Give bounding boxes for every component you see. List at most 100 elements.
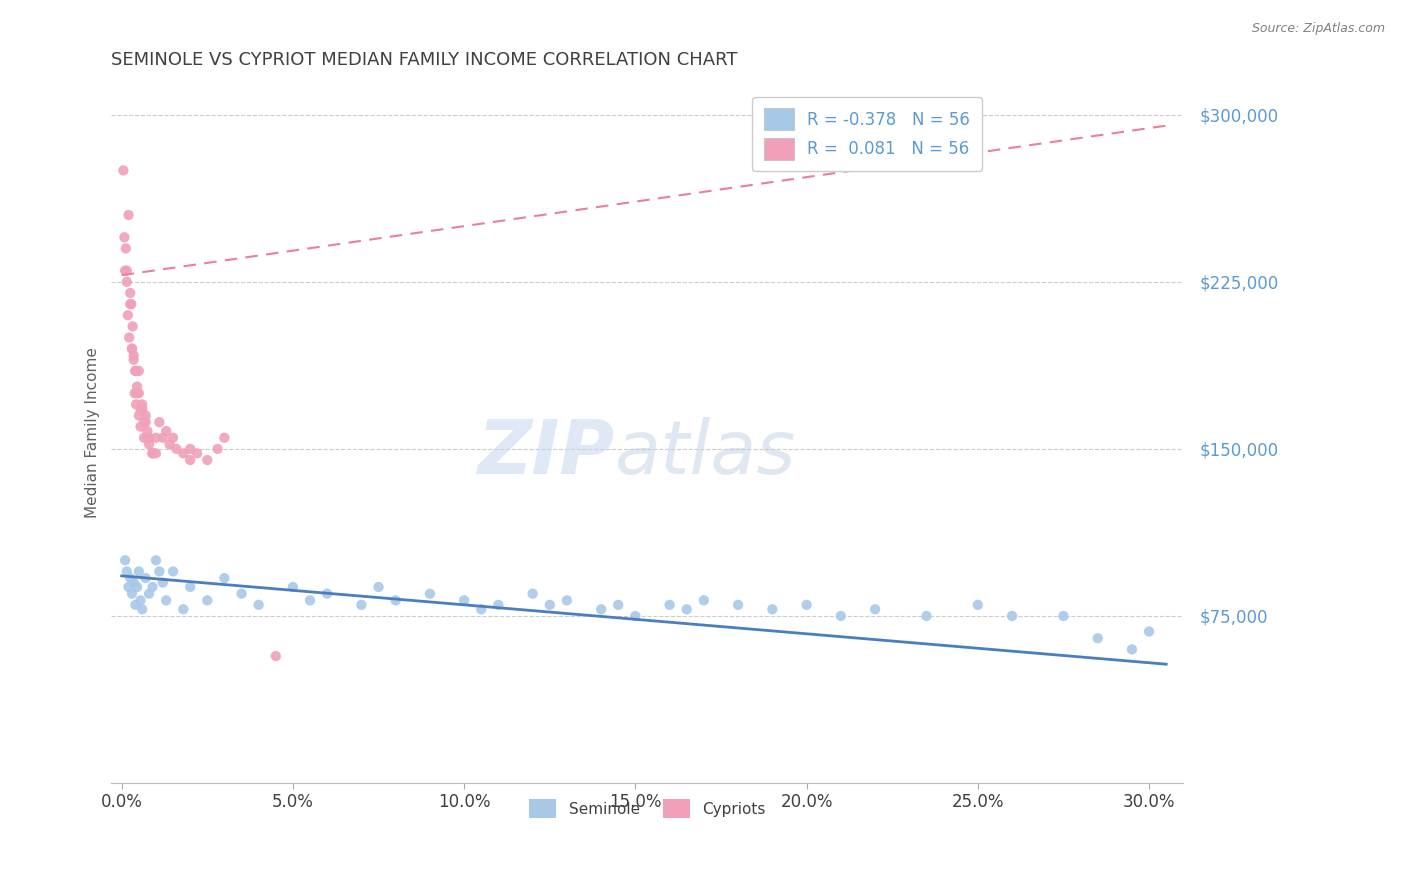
- Point: [124, 598, 146, 612]
- Point: [132, 431, 155, 445]
- Point: [131, 602, 153, 616]
- Point: [186, 446, 208, 460]
- Point: [264, 649, 287, 664]
- Point: [117, 308, 139, 322]
- Point: [453, 593, 475, 607]
- Point: [179, 453, 201, 467]
- Point: [675, 602, 697, 616]
- Point: [155, 424, 177, 438]
- Point: [138, 437, 160, 451]
- Point: [125, 397, 148, 411]
- Point: [172, 602, 194, 616]
- Point: [122, 348, 145, 362]
- Point: [114, 553, 136, 567]
- Point: [128, 386, 150, 401]
- Point: [1052, 609, 1074, 624]
- Point: [117, 580, 139, 594]
- Text: atlas: atlas: [616, 417, 797, 489]
- Point: [607, 598, 630, 612]
- Point: [145, 553, 167, 567]
- Point: [1137, 624, 1160, 639]
- Point: [693, 593, 716, 607]
- Point: [121, 319, 143, 334]
- Point: [131, 401, 153, 416]
- Point: [214, 431, 236, 445]
- Point: [136, 424, 159, 438]
- Point: [114, 241, 136, 255]
- Point: [796, 598, 818, 612]
- Point: [120, 571, 142, 585]
- Point: [124, 386, 146, 401]
- Point: [159, 437, 181, 451]
- Point: [470, 602, 492, 616]
- Point: [121, 587, 143, 601]
- Point: [127, 386, 149, 401]
- Point: [120, 297, 142, 311]
- Point: [155, 593, 177, 607]
- Point: [555, 593, 578, 607]
- Point: [128, 565, 150, 579]
- Point: [152, 431, 174, 445]
- Point: [166, 442, 188, 456]
- Point: [129, 401, 152, 416]
- Point: [863, 602, 886, 616]
- Point: [121, 342, 143, 356]
- Point: [1001, 609, 1024, 624]
- Point: [624, 609, 647, 624]
- Y-axis label: Median Family Income: Median Family Income: [86, 347, 100, 517]
- Point: [247, 598, 270, 612]
- Point: [522, 587, 544, 601]
- Point: [145, 446, 167, 460]
- Point: [172, 446, 194, 460]
- Point: [179, 442, 201, 456]
- Point: [124, 364, 146, 378]
- Point: [316, 587, 339, 601]
- Point: [538, 598, 561, 612]
- Point: [135, 415, 157, 429]
- Point: [1087, 632, 1109, 646]
- Point: [367, 580, 389, 594]
- Point: [727, 598, 749, 612]
- Point: [115, 275, 138, 289]
- Point: [124, 364, 146, 378]
- Point: [195, 453, 218, 467]
- Point: [148, 565, 170, 579]
- Point: [131, 397, 153, 411]
- Text: ZIP: ZIP: [478, 417, 616, 490]
- Point: [122, 352, 145, 367]
- Point: [966, 598, 988, 612]
- Point: [299, 593, 322, 607]
- Point: [141, 580, 163, 594]
- Point: [135, 409, 157, 423]
- Point: [830, 609, 852, 624]
- Point: [419, 587, 441, 601]
- Point: [112, 163, 135, 178]
- Point: [162, 431, 184, 445]
- Text: Source: ZipAtlas.com: Source: ZipAtlas.com: [1251, 22, 1385, 36]
- Point: [141, 446, 163, 460]
- Point: [152, 575, 174, 590]
- Point: [115, 565, 138, 579]
- Point: [128, 409, 150, 423]
- Point: [135, 571, 157, 585]
- Point: [121, 342, 143, 356]
- Point: [658, 598, 681, 612]
- Point: [120, 285, 142, 300]
- Point: [915, 609, 938, 624]
- Point: [129, 593, 152, 607]
- Point: [214, 571, 236, 585]
- Point: [118, 330, 141, 344]
- Point: [127, 580, 149, 594]
- Legend: Seminole, Cypriots: Seminole, Cypriots: [523, 793, 772, 824]
- Point: [127, 379, 149, 393]
- Point: [120, 297, 142, 311]
- Point: [761, 602, 783, 616]
- Point: [145, 431, 167, 445]
- Point: [1121, 642, 1143, 657]
- Point: [114, 263, 136, 277]
- Point: [231, 587, 253, 601]
- Point: [486, 598, 509, 612]
- Point: [138, 431, 160, 445]
- Point: [350, 598, 373, 612]
- Point: [179, 580, 201, 594]
